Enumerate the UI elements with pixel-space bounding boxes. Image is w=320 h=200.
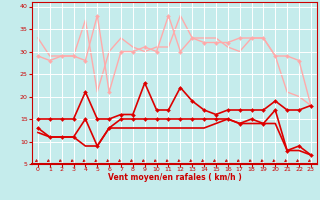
X-axis label: Vent moyen/en rafales ( km/h ): Vent moyen/en rafales ( km/h ) (108, 173, 241, 182)
